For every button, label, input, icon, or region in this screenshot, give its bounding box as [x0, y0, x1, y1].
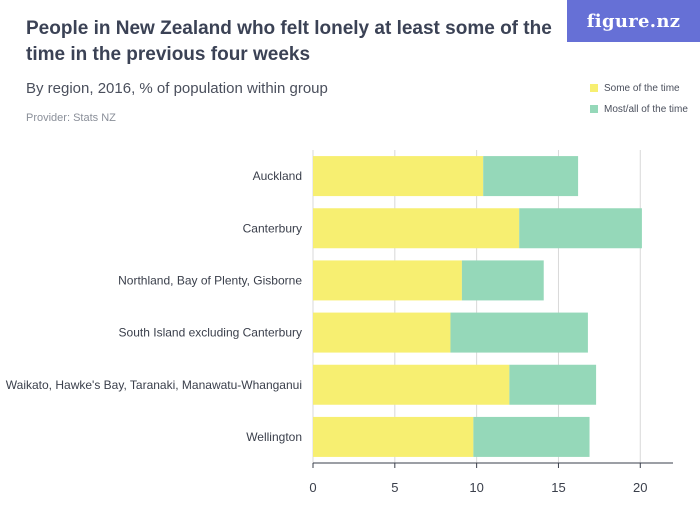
bar-most: [509, 364, 597, 405]
figure-nz-logo[interactable]: figure.nz: [567, 0, 700, 42]
category-label: Wellington: [246, 430, 302, 444]
chart-title: People in New Zealand who felt lonely at…: [26, 18, 552, 65]
bar-most: [461, 260, 544, 301]
legend-label-some: Some of the time: [604, 82, 680, 94]
legend: Some of the time Most/all of the time: [590, 82, 688, 124]
bar-most: [450, 312, 588, 353]
bar-most: [519, 208, 642, 249]
x-tick-label: 15: [551, 480, 565, 495]
bar-some: [313, 416, 474, 457]
bar-some: [313, 156, 484, 197]
x-tick-label: 0: [309, 480, 316, 495]
chart-subtitle: By region, 2016, % of population within …: [26, 80, 328, 97]
bar-some: [313, 312, 451, 353]
bar-most: [483, 156, 579, 197]
category-label: Auckland: [253, 169, 302, 183]
legend-swatch-most: [590, 105, 598, 113]
legend-item-some: Some of the time: [590, 82, 688, 94]
bar-some: [313, 208, 520, 249]
category-label: Northland, Bay of Plenty, Gisborne: [118, 273, 302, 287]
legend-swatch-some: [590, 84, 598, 92]
bar-most: [473, 416, 590, 457]
legend-label-most: Most/all of the time: [604, 103, 688, 115]
provider-note: Provider: Stats NZ: [26, 112, 116, 124]
category-label: Canterbury: [243, 221, 302, 235]
x-tick-label: 10: [469, 480, 483, 495]
category-label: Waikato, Hawke's Bay, Taranaki, Manawatu…: [6, 378, 302, 392]
category-label: South Island excluding Canterbury: [119, 326, 302, 340]
legend-item-most: Most/all of the time: [590, 103, 688, 115]
x-tick-label: 20: [633, 480, 647, 495]
bar-some: [313, 260, 462, 301]
x-tick-label: 5: [391, 480, 398, 495]
bar-some: [313, 364, 510, 405]
